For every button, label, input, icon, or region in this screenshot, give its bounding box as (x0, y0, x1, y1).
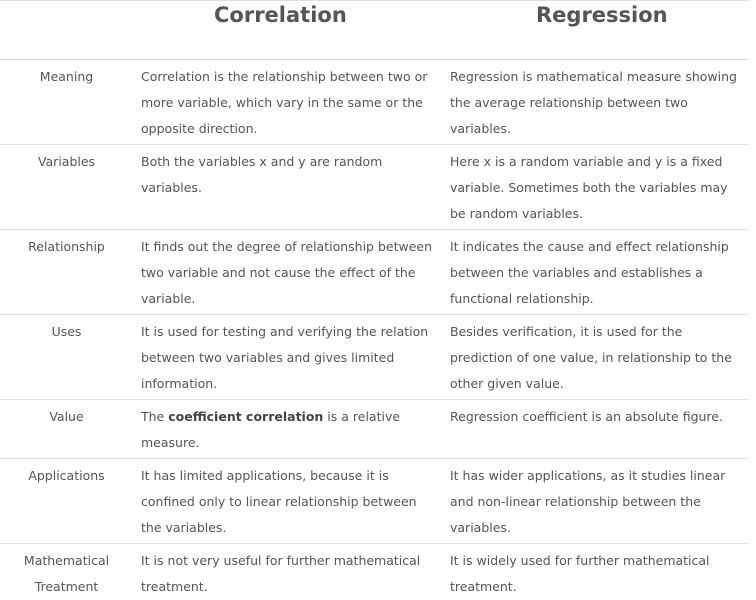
correlation-cell: The coefficient correlation is a relativ… (133, 400, 442, 459)
regression-cell: Here x is a random variable and y is a f… (442, 145, 749, 230)
regression-cell: It is widely used for further mathematic… (442, 544, 749, 600)
value-text-pre: The (141, 409, 168, 424)
correlation-cell: Both the variables x and y are random va… (133, 145, 442, 230)
regression-cell: Besides verification, it is used for the… (442, 315, 749, 400)
correlation-cell: It finds out the degree of relationship … (133, 230, 442, 315)
header-divider (0, 40, 133, 60)
header-regression: Regression (442, 1, 749, 41)
table-header: Correlation Regression (0, 1, 749, 60)
table-row-uses: Uses It is used for testing and verifyin… (0, 315, 749, 400)
table-row-relationship: Relationship It finds out the degree of … (0, 230, 749, 315)
row-label: Uses (0, 315, 133, 400)
coefficient-correlation-bold: coefficient correlation (168, 409, 323, 424)
regression-cell: Regression is mathematical measure showi… (442, 60, 749, 145)
row-label: Mathematical Treatment (0, 544, 133, 600)
header-divider (133, 40, 442, 60)
row-label: Meaning (0, 60, 133, 145)
row-label: Variables (0, 145, 133, 230)
table-row-variables: Variables Both the variables x and y are… (0, 145, 749, 230)
row-label: Value (0, 400, 133, 459)
regression-cell: Regression coefficient is an absolute fi… (442, 400, 749, 459)
table-row-meaning: Meaning Correlation is the relationship … (0, 60, 749, 145)
header-divider (442, 40, 749, 60)
row-label: Relationship (0, 230, 133, 315)
regression-cell: It has wider applications, as it studies… (442, 459, 749, 544)
correlation-cell: Correlation is the relationship between … (133, 60, 442, 145)
header-correlation: Correlation (133, 1, 442, 41)
table-body: Meaning Correlation is the relationship … (0, 60, 749, 600)
correlation-cell: It has limited applications, because it … (133, 459, 442, 544)
row-label: Applications (0, 459, 133, 544)
regression-cell: It indicates the cause and effect relati… (442, 230, 749, 315)
table-row-mathematical-treatment: Mathematical Treatment It is not very us… (0, 544, 749, 600)
correlation-cell: It is not very useful for further mathem… (133, 544, 442, 600)
table-row-value: Value The coefficient correlation is a r… (0, 400, 749, 459)
table-row-applications: Applications It has limited applications… (0, 459, 749, 544)
header-blank-cell (0, 1, 133, 41)
correlation-cell: It is used for testing and verifying the… (133, 315, 442, 400)
